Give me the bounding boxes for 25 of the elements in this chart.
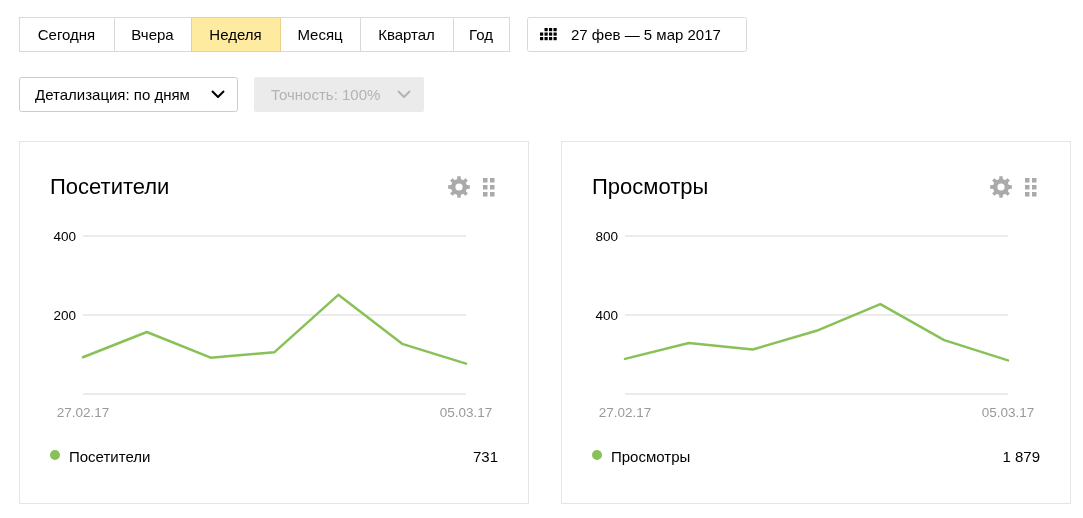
text: Детализация: по дням [35, 86, 190, 103]
text: 27 фев — 5 мар 2017 [571, 26, 721, 43]
y-tick-label: 400 [53, 228, 76, 244]
y-tick-label: 400 [595, 307, 618, 323]
y-tick-label: 200 [53, 307, 76, 323]
text: Точность: 100% [271, 86, 381, 103]
text: 731 [472, 448, 498, 465]
legend-label: Посетители [69, 448, 151, 465]
text: Вчера [131, 26, 175, 43]
line-series [81, 293, 468, 365]
y-tick-label: 800 [595, 228, 618, 244]
chart-title: Посетители [50, 174, 170, 199]
x-tick-label: 05.03.17 [981, 405, 1035, 420]
chart-title: Просмотры [592, 174, 709, 199]
x-tick-label: 27.02.17 [56, 405, 110, 420]
text: 1 879 [1002, 448, 1040, 465]
line-series [623, 302, 1010, 362]
x-tick-label: 27.02.17 [598, 405, 652, 420]
legend-label: Просмотры [611, 448, 691, 465]
text: Месяц [297, 26, 344, 43]
text: Сегодня [37, 26, 96, 43]
x-tick-label: 05.03.17 [439, 405, 493, 420]
text: Неделя [209, 26, 262, 43]
text: Год [469, 26, 494, 43]
text: Квартал [378, 26, 435, 43]
